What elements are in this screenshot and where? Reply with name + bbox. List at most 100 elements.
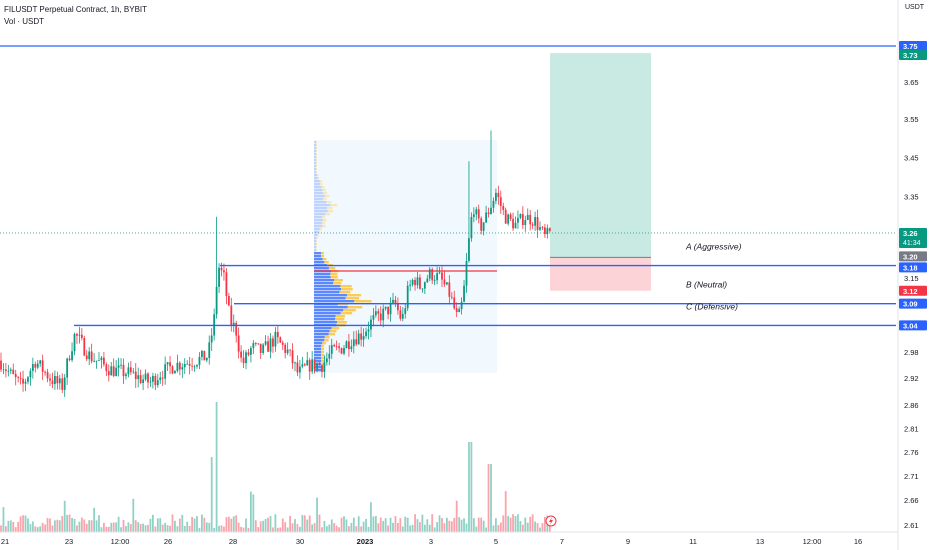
volume-profile-row — [314, 321, 347, 324]
candle-body — [14, 374, 17, 378]
candle-body — [316, 364, 318, 370]
profile-up-volume — [314, 357, 321, 360]
candle-body — [267, 341, 269, 352]
candle-body — [227, 295, 230, 306]
candle-body — [409, 284, 412, 286]
volume-bar — [482, 520, 485, 532]
candle — [139, 369, 142, 385]
candle — [22, 370, 24, 392]
candle — [61, 373, 64, 393]
candle-body — [27, 377, 29, 382]
candle — [267, 335, 269, 352]
candle-body — [240, 351, 242, 358]
candle — [205, 357, 208, 363]
price-badge: 3.18 — [899, 262, 927, 273]
candle-body — [242, 357, 245, 364]
profile-up-volume — [314, 318, 336, 321]
candle-body — [103, 357, 105, 365]
volume-bar — [392, 522, 394, 532]
volume-bar — [507, 516, 510, 532]
volume-bar — [316, 497, 318, 532]
candle-body — [210, 335, 213, 343]
candle — [465, 252, 468, 293]
candle — [66, 357, 69, 385]
candle-body — [414, 279, 416, 286]
candle — [240, 345, 242, 363]
volume-bar — [421, 514, 424, 532]
candle-body — [509, 214, 512, 219]
profile-up-volume — [314, 258, 323, 261]
volume-profile-row — [314, 234, 319, 237]
profile-down-volume — [316, 165, 317, 168]
volume-bar — [39, 526, 42, 532]
candle-body — [443, 279, 446, 285]
volume-bar — [330, 519, 333, 532]
candle — [191, 357, 193, 371]
candle-body — [188, 363, 191, 366]
profile-up-volume — [314, 249, 317, 252]
volume-profile-row — [314, 225, 326, 228]
volume-bar — [485, 527, 487, 532]
profile-down-volume — [321, 360, 324, 363]
volume-bar — [284, 522, 287, 532]
candle — [333, 343, 336, 347]
price-badge-label: 3.12 — [903, 287, 918, 296]
candle-body — [428, 269, 431, 279]
candle-body — [377, 311, 380, 314]
profile-down-volume — [322, 189, 327, 192]
volume-indicator-label[interactable]: Vol · USDT — [4, 17, 45, 26]
volume-bar — [399, 518, 402, 532]
candle — [203, 350, 206, 361]
profile-up-volume — [314, 153, 317, 156]
volume-bar — [166, 525, 169, 532]
profile-up-volume — [314, 252, 321, 255]
candle-body — [548, 228, 551, 231]
candle — [232, 314, 235, 333]
candle-body — [485, 212, 487, 223]
profile-up-volume — [314, 369, 321, 372]
candle-body — [431, 269, 434, 281]
candle — [98, 352, 100, 361]
candle-body — [205, 357, 208, 361]
volume-bar — [436, 522, 438, 532]
volume-profile-row — [314, 276, 338, 279]
profile-down-volume — [324, 336, 330, 339]
candle — [394, 295, 397, 308]
volume-bar — [419, 522, 421, 532]
candle — [392, 292, 394, 305]
candle-body — [529, 214, 532, 225]
price-tick-label: 3.45 — [904, 153, 919, 162]
symbol-title[interactable]: FILUSDT Perpetual Contract, 1h, BYBIT — [4, 5, 148, 14]
candle — [446, 282, 448, 286]
candle — [470, 212, 473, 242]
volume-bar — [409, 525, 412, 532]
volume-bar — [254, 520, 257, 532]
candle — [460, 297, 463, 315]
candle-body — [480, 218, 483, 231]
candle-body — [110, 366, 113, 376]
candle — [198, 352, 201, 370]
profile-down-volume — [316, 141, 317, 144]
candle — [193, 364, 196, 372]
candle-body — [465, 260, 468, 286]
volume-profile-row — [314, 351, 324, 354]
candle — [68, 355, 71, 362]
candle — [223, 263, 225, 281]
candle — [328, 345, 331, 366]
candle — [174, 370, 176, 374]
time-tick-label: 13 — [756, 537, 764, 546]
profile-up-volume — [314, 339, 325, 342]
candle-body — [274, 332, 277, 347]
price-badge-bg — [899, 298, 927, 309]
price-tick-label: 2.86 — [904, 401, 919, 410]
candle — [71, 342, 73, 362]
candle-body — [49, 378, 51, 381]
volume-bar — [289, 515, 291, 532]
candle — [137, 367, 140, 388]
candle — [215, 216, 218, 319]
volume-bar — [387, 525, 389, 532]
candle-body — [441, 272, 443, 280]
candle — [531, 221, 534, 229]
candle — [85, 350, 88, 362]
